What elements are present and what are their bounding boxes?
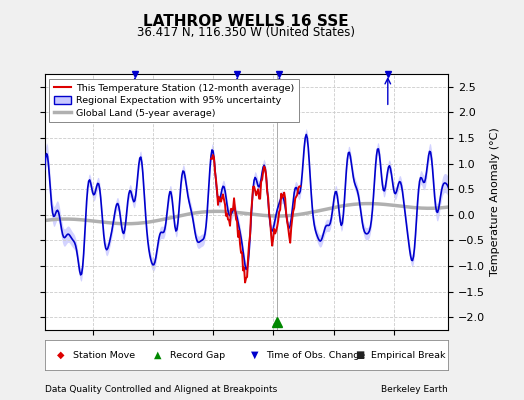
Text: Data Quality Controlled and Aligned at Breakpoints: Data Quality Controlled and Aligned at B… <box>45 386 277 394</box>
Text: Empirical Break: Empirical Break <box>372 350 446 360</box>
Text: Station Move: Station Move <box>73 350 135 360</box>
Text: LATHROP WELLS 16 SSE: LATHROP WELLS 16 SSE <box>144 14 349 30</box>
Text: ▲: ▲ <box>154 350 161 360</box>
Y-axis label: Temperature Anomaly (°C): Temperature Anomaly (°C) <box>490 128 500 276</box>
Legend: This Temperature Station (12-month average), Regional Expectation with 95% uncer: This Temperature Station (12-month avera… <box>49 79 299 122</box>
Text: Time of Obs. Change: Time of Obs. Change <box>266 350 366 360</box>
Text: ▼: ▼ <box>250 350 258 360</box>
Text: 36.417 N, 116.350 W (United States): 36.417 N, 116.350 W (United States) <box>137 26 355 39</box>
Text: ◆: ◆ <box>57 350 64 360</box>
Text: ■: ■ <box>355 350 364 360</box>
Text: Berkeley Earth: Berkeley Earth <box>381 386 448 394</box>
Text: Record Gap: Record Gap <box>170 350 225 360</box>
